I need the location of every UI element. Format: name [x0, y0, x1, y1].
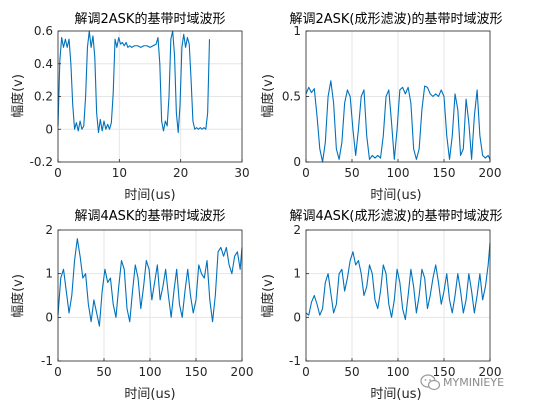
y-tick-label: 0	[293, 310, 301, 324]
x-tick-label: 100	[139, 365, 162, 379]
x-tick-label: 100	[387, 365, 410, 379]
subplot-2ask-shaped: 解调2ASK(成形滤波)的基带时域波形 时间(us) 幅度(v) 0 50 100 1…	[260, 11, 503, 203]
subplot-title: 解调4ASK(成形滤波)的基带时域波形	[289, 208, 502, 224]
x-tick-label: 0	[54, 166, 62, 180]
x-tick-label: 0	[302, 166, 310, 180]
y-tick-label: 0.5	[282, 90, 301, 104]
y-tick-label: 0.6	[34, 24, 53, 38]
x-tick-label: 50	[96, 365, 111, 379]
x-tick-label: 150	[185, 365, 208, 379]
watermark: MYMINIEYE	[420, 374, 504, 391]
x-axis-label: 时间(us)	[124, 188, 175, 203]
x-tick-label: 100	[387, 166, 410, 180]
x-tick-label: 150	[433, 365, 456, 379]
subplot-4ask: 解调4ASK的基带时域波形 时间(us) 幅度(v) 0 50 100 150 200 -…	[10, 208, 253, 402]
subplot-title: 解调2ASK(成形滤波)的基带时域波形	[289, 11, 502, 27]
series-line	[57, 238, 243, 327]
x-tick-label: 200	[479, 365, 502, 379]
x-tick-label: 0	[54, 365, 62, 379]
y-axis-label: 幅度(v)	[260, 274, 276, 318]
y-tick-label: 1	[45, 267, 53, 281]
x-tick-label: 10	[112, 166, 127, 180]
y-axis-label: 幅度(v)	[10, 274, 26, 318]
x-tick-label: 0	[302, 365, 310, 379]
x-tick-label: 20	[173, 166, 188, 180]
x-tick-label: 150	[433, 166, 456, 180]
x-tick-label: 50	[344, 166, 359, 180]
subplot-title: 解调2ASK的基带时域波形	[75, 11, 226, 27]
x-tick-label: 30	[234, 166, 249, 180]
y-tick-label: 2	[45, 223, 53, 237]
y-tick-label: 0	[45, 310, 53, 324]
y-tick-label: -1	[41, 354, 53, 368]
x-tick-label: 200	[479, 166, 502, 180]
y-tick-label: -0.2	[30, 155, 53, 169]
series-line	[305, 243, 491, 321]
subplot-title: 解调4ASK的基带时域波形	[75, 208, 226, 224]
y-tick-label: 0	[45, 122, 53, 136]
series-line	[57, 30, 211, 134]
y-tick-label: 0.4	[34, 57, 53, 71]
y-axis-label: 幅度(v)	[10, 74, 26, 118]
y-tick-label: 2	[293, 223, 301, 237]
x-axis-label: 时间(us)	[370, 188, 421, 203]
series-line	[305, 80, 491, 163]
watermark-text: MYMINIEYE	[443, 376, 504, 389]
y-tick-label: 0.2	[34, 90, 53, 104]
y-tick-label: 1	[293, 267, 301, 281]
y-tick-label: 1	[293, 24, 301, 38]
x-tick-label: 50	[344, 365, 359, 379]
subplot-4ask-shaped: 解调4ASK(成形滤波)的基带时域波形 时间(us) 幅度(v) 0 50 100 1…	[260, 208, 503, 402]
y-tick-label: -1	[289, 354, 301, 368]
x-axis-label: 时间(us)	[370, 387, 421, 402]
y-axis-label: 幅度(v)	[260, 74, 276, 118]
wechat-icon	[420, 374, 441, 391]
subplot-2ask: 解调2ASK的基带时域波形 时间(us) 幅度(v) 0 10 20 30-0.200…	[10, 11, 250, 203]
x-axis-label: 时间(us)	[124, 387, 175, 402]
x-tick-label: 200	[231, 365, 254, 379]
y-tick-label: 0	[293, 155, 301, 169]
